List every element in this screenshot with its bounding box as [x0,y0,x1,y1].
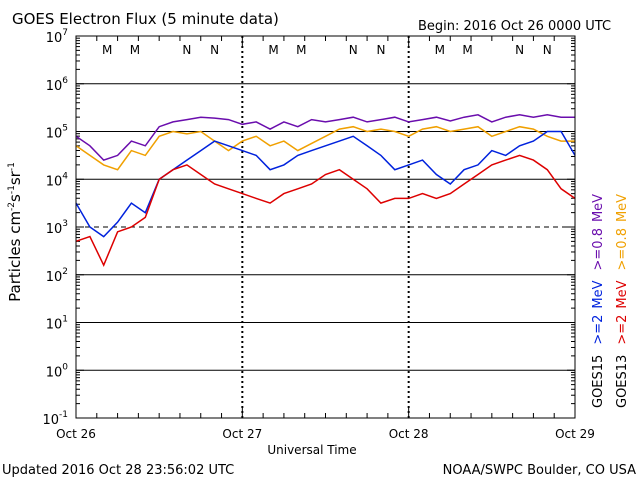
series-lines [75,114,576,268]
y-tick-label: 100 [46,362,69,380]
marker-N: N [376,43,385,57]
series-line-1 [75,125,575,171]
y-tick-label: 104 [46,171,69,189]
legend-goes15-2mev-unit: MeV [591,280,606,308]
series-line-0 [75,114,575,161]
marker-N: N [182,43,191,57]
chart-title: GOES Electron Flux (5 minute data) [12,10,279,28]
plot-frame [75,35,576,419]
legend-goes13-label: GOES13 [615,355,630,408]
y-tick-label: 102 [46,267,68,285]
marker-N: N [349,43,358,57]
x-tick-label: Oct 27 [222,427,262,441]
y-tick-label: 103 [46,219,68,237]
x-tick-label: Oct 26 [56,427,96,441]
legend-goes15-2mev: >=2 [591,315,606,345]
marker-M: M [462,43,472,57]
marker-M: M [130,43,140,57]
x-tick-label: Oct 28 [389,427,429,441]
y-tick-label: 10-1 [42,410,68,428]
y-tick-labels: 107 106 105 104 103 102 101 100 10-1 [42,28,68,428]
x-axis-label: Universal Time [267,443,356,457]
updated-timestamp: Updated 2016 Oct 28 23:56:02 UTC [2,463,234,478]
marker-M: M [296,43,306,57]
y-tick-label: 107 [46,28,68,46]
legend-goes13-2mev-unit: MeV [615,280,630,308]
grid-lines [76,36,575,418]
y-tick-label: 105 [46,124,68,142]
legend-goes15-08mev-unit: MeV [591,194,606,222]
series-line-3 [75,154,576,268]
legend-goes15-label: GOES15 [591,355,606,408]
legend-goes15: GOES15 >=2 MeV >=0.8 MeV [591,194,606,408]
marker-M: M [435,43,445,57]
legend-goes15-08mev: >=0.8 [591,228,606,270]
legend-goes13-08mev-unit: MeV [615,194,630,222]
y-axis-label: Particles cm-2s-1sr-1 [6,162,24,302]
legend-goes13: GOES13 >=2 MeV >=0.8 MeV [615,194,630,408]
marker-M: M [268,43,278,57]
marker-N: N [210,43,219,57]
y-tick-label: 101 [46,315,68,333]
marker-N: N [543,43,552,57]
legend-goes13-2mev: >=2 [615,315,630,345]
x-tick-label: Oct 29 [555,427,595,441]
y-tick-label: 106 [46,76,69,94]
legend-goes13-08mev: >=0.8 [615,228,630,270]
x-tick-labels: Oct 26 Oct 27 Oct 28 Oct 29 [56,427,595,441]
marker-N: N [515,43,524,57]
begin-label: Begin: 2016 Oct 26 0000 UTC [418,19,611,34]
credit-label: NOAA/SWPC Boulder, CO USA [443,463,636,478]
marker-M: M [102,43,112,57]
